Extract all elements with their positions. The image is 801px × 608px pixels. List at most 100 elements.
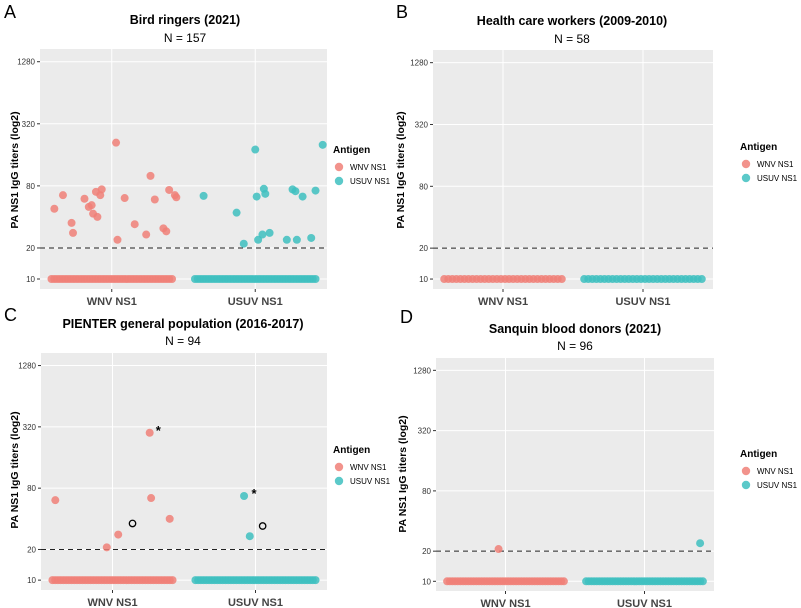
wnv-point [114,530,123,539]
y-axis-label: PA NS1 IgG titers (log2) [395,111,407,228]
wnv-point [142,230,151,239]
legend-usuv-swatch [334,176,344,186]
usuv-point [265,228,274,237]
legend-usuv-label: USUV NS1 [757,174,798,183]
y-tick-label: 320 [23,423,37,432]
wnv-point [113,235,122,244]
plot-background [41,353,327,590]
wnv-point [51,496,60,505]
usuv-point [245,532,254,541]
usuv-point [292,235,301,244]
wnv-point [165,514,174,523]
y-tick-label: 10 [419,275,428,284]
y-tick-label: 20 [419,244,428,253]
wnv-point [93,212,102,221]
usuv-point [239,239,248,248]
legend: Antigen WNV NS1 USUV NS1 [333,145,391,186]
panel-letter: D [400,307,413,327]
y-tick-label: 80 [419,182,428,191]
usuv-point [318,140,327,149]
wnv-point [80,194,89,203]
wnv-point [147,494,156,503]
legend-title: Antigen [333,445,370,456]
x-tick-label: WNV NS1 [478,296,528,308]
y-axis-label: PA NS1 IgG titers (log2) [9,411,21,528]
legend-wnv-swatch [741,159,751,169]
open-circle-marker [128,519,137,528]
panel-title: PIENTER general population (2016-2017) [62,317,303,331]
wnv-point [559,577,568,586]
wnv-point [145,428,154,437]
legend-wnv-swatch [334,162,344,172]
y-tick-label: 80 [26,182,35,191]
x-tick-label: WNV NS1 [87,296,137,308]
asterisk-marker: * [252,486,258,501]
y-tick-label: 320 [22,120,36,129]
usuv-point [298,192,307,201]
y-tick-label: 320 [415,120,429,129]
panel-title: Sanquin blood donors (2021) [489,322,661,336]
legend-wnv-label: WNV NS1 [757,160,794,169]
panel-subtitle: N = 58 [554,32,590,46]
usuv-point [251,145,260,154]
plot-background [436,358,714,591]
y-axis-label: PA NS1 IgG titers (log2) [9,111,21,228]
legend: Antigen WNV NS1 USUV NS1 [740,449,798,490]
legend-usuv-swatch [741,480,751,490]
legend-usuv-label: USUV NS1 [350,177,391,186]
wnv-point [120,194,129,203]
asterisk-marker: * [156,423,162,438]
legend: Antigen WNV NS1 USUV NS1 [740,142,798,183]
y-tick-label: 10 [27,576,36,585]
wnv-point [165,185,174,194]
wnv-point [494,545,503,554]
x-tick-label: WNV NS1 [87,597,137,608]
legend: Antigen WNV NS1 USUV NS1 [333,445,391,486]
wnv-point [150,195,159,204]
wnv-point [102,543,111,552]
wnv-point [87,201,96,210]
x-tick-label: USUV NS1 [617,598,672,608]
legend-wnv-swatch [334,462,344,472]
wnv-point [67,218,76,227]
plot-background [40,49,327,289]
wnv-point [130,220,139,229]
plot-background [433,50,713,289]
panel-B: B Health care workers (2009-2010) N = 58 10… [395,2,798,308]
wnv-point [557,275,566,284]
legend-title: Antigen [740,449,777,460]
y-tick-label: 10 [26,275,35,284]
usuv-point [258,230,267,239]
panel-title: Bird ringers (2021) [130,13,240,27]
legend-wnv-swatch [741,466,751,476]
legend-usuv-swatch [334,476,344,486]
x-tick-label: USUV NS1 [228,597,283,608]
legend-title: Antigen [333,145,370,156]
panel-D: D Sanquin blood donors (2021) N = 96 10 20 80… [397,307,798,608]
y-tick-label: 20 [422,547,431,556]
legend-usuv-label: USUV NS1 [757,481,798,490]
panel-letter: B [396,2,408,22]
legend-title: Antigen [740,142,777,153]
panel-subtitle: N = 94 [165,334,201,348]
usuv-point [697,275,706,284]
usuv-point [254,235,263,244]
usuv-point [696,539,705,548]
y-tick-label: 1280 [410,59,428,68]
x-tick-label: USUV NS1 [228,296,283,308]
panel-subtitle: N = 96 [557,339,593,353]
usuv-point [311,186,320,195]
x-tick-label: WNV NS1 [480,598,530,608]
wnv-point [58,191,67,200]
y-tick-label: 80 [422,487,431,496]
wnv-point [162,227,171,236]
usuv-point [199,191,208,200]
usuv-point [311,576,320,585]
panel-letter: C [4,305,17,325]
wnv-point [97,185,106,194]
legend-wnv-label: WNV NS1 [350,163,387,172]
legend-usuv-swatch [741,173,751,183]
panel-C: C PIENTER general population (2016-2017) N… [4,305,391,608]
legend-wnv-label: WNV NS1 [350,463,387,472]
usuv-point [261,189,270,198]
